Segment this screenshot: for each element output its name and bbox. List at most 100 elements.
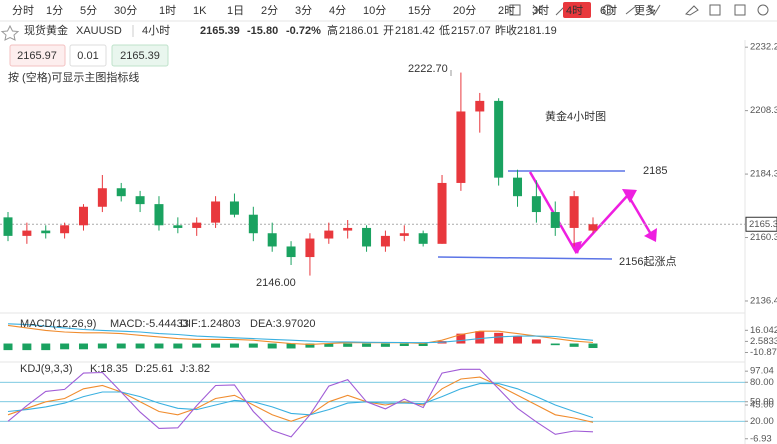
candle-body: [22, 230, 32, 236]
period-tab[interactable]: 1日: [227, 5, 244, 17]
period-tab[interactable]: 分时: [12, 4, 34, 17]
candle-body: [211, 201, 221, 223]
icon[interactable]: [757, 4, 769, 16]
candle-body: [305, 238, 315, 258]
period-tab[interactable]: 3时: [532, 4, 549, 17]
candle-body: [286, 246, 296, 258]
y-tick-label: 16.04290: [750, 325, 777, 336]
stat-label: 开: [383, 25, 394, 37]
macd-bar: [60, 343, 70, 350]
macd-bar: [154, 343, 164, 349]
macd-bar: [41, 343, 51, 351]
icon[interactable]: [509, 4, 521, 16]
y-tick-label: 45.00: [750, 400, 774, 411]
candle-body: [154, 204, 164, 226]
macd-bar: [343, 343, 353, 347]
y-tick-label: -6.93: [750, 433, 772, 444]
period-tab[interactable]: 15分: [408, 4, 431, 17]
y-tick-label: 2.58333: [750, 336, 777, 347]
y-tick-label: -10.87624: [750, 347, 777, 358]
legend-entry: DEA:3.97020: [250, 318, 315, 330]
stat-value: 2157.07: [451, 25, 491, 37]
candle-body: [456, 111, 466, 183]
instrument-symbol: XAUUSD: [76, 25, 122, 37]
candle-body: [97, 188, 107, 207]
annotation: 2156起涨点: [619, 255, 676, 268]
icon[interactable]: [709, 4, 721, 16]
legend-entry: D:25.61: [135, 363, 174, 375]
y-tick-label: 2160.38: [750, 232, 777, 243]
macd-bar: [588, 343, 598, 349]
candle-body: [531, 196, 541, 213]
macd-bar: [248, 343, 258, 348]
price-change: -15.80: [247, 25, 278, 37]
candle-body: [248, 214, 258, 234]
period-tab[interactable]: 1K: [193, 5, 207, 17]
order-panel: [9, 44, 169, 67]
icon[interactable]: [685, 5, 699, 16]
kdj-line: [7, 368, 594, 438]
macd-bar: [192, 343, 202, 348]
period-tab[interactable]: 1时: [159, 4, 176, 17]
favorite-star[interactable]: [0, 24, 20, 41]
period-tab[interactable]: 30分: [114, 4, 137, 17]
macd-bar: [324, 343, 334, 347]
icon[interactable]: [647, 4, 661, 16]
candle-body: [192, 222, 202, 228]
icon[interactable]: [734, 4, 746, 16]
macd-bar: [550, 343, 560, 346]
drawing-zigzag: [528, 171, 629, 255]
chart-title: 黄金4小时图: [545, 109, 606, 123]
macd-bar: [494, 332, 504, 344]
last-price-box: [745, 216, 777, 232]
period-tab[interactable]: 5分: [80, 4, 97, 17]
period-tab[interactable]: 2分: [261, 4, 278, 17]
macd-bar: [475, 331, 485, 344]
y-tick-label: 2184.35: [750, 169, 777, 180]
legend-entry: J:3.82: [180, 363, 210, 375]
period-tab[interactable]: 2时: [498, 4, 515, 17]
toolbar-icons[interactable]: [509, 4, 769, 16]
period-tab[interactable]: 10分: [363, 4, 386, 17]
macd-bar: [229, 343, 239, 348]
macd-bar: [531, 339, 541, 344]
period-tab[interactable]: 4分: [329, 4, 346, 17]
macd-bar: [362, 343, 372, 347]
legend-entry: K:18.35: [90, 363, 128, 375]
period-tab[interactable]: 20分: [453, 4, 476, 17]
candle-body: [437, 182, 447, 244]
period-tab[interactable]: 4时: [566, 4, 583, 17]
annotation: 2185: [643, 165, 667, 177]
macd-bar: [3, 343, 13, 351]
period-tab[interactable]: 3分: [295, 4, 312, 17]
annotation: 2222.70: [408, 63, 448, 75]
macd-bar: [116, 343, 126, 349]
icon[interactable]: [602, 4, 614, 16]
macd-bar: [211, 343, 221, 348]
icon[interactable]: [532, 4, 544, 16]
candle-body: [41, 230, 51, 234]
legend-entry: MACD:-5.44433: [110, 318, 189, 330]
candle-body: [399, 233, 409, 236]
instrument-name: 现货黄金: [24, 23, 68, 37]
period-label: 4小时: [142, 24, 170, 37]
stat-label: 低: [439, 24, 450, 37]
candle-body: [494, 100, 504, 178]
candle-body: [116, 188, 126, 197]
y-tick-label: 2208.32: [750, 105, 777, 116]
kdj-line: [7, 383, 594, 419]
sell-box[interactable]: [9, 44, 66, 67]
y-tick-label: 50.00: [750, 396, 774, 407]
lot-size: 0.01: [77, 50, 98, 62]
candle-body: [513, 177, 523, 197]
arrow-head: [570, 241, 582, 254]
period-tab[interactable]: 6时: [600, 4, 617, 17]
buy-box[interactable]: [111, 44, 169, 67]
icon[interactable]: [625, 5, 637, 15]
lot-box[interactable]: [69, 44, 107, 67]
candle-body: [229, 201, 239, 215]
period-tab[interactable]: 更多: [634, 3, 656, 17]
period-tab[interactable]: 1分: [46, 4, 63, 17]
